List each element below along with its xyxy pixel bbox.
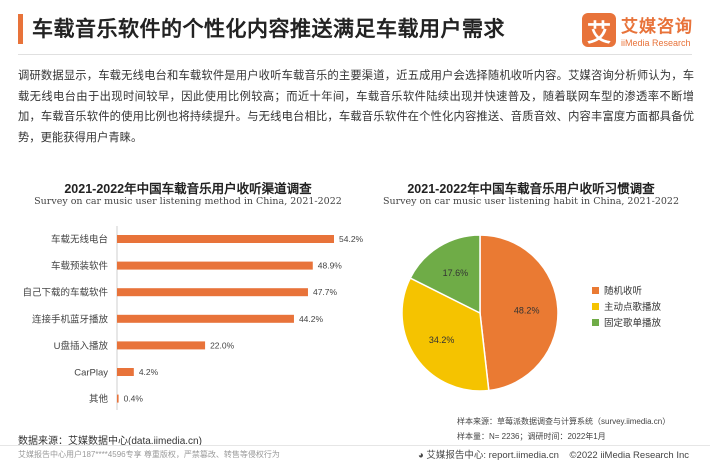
bar-value-label: 44.2% — [299, 314, 324, 324]
legend-swatch — [592, 319, 599, 326]
bar — [117, 341, 206, 350]
pie-slice — [479, 234, 559, 392]
pie-slice — [409, 234, 481, 315]
bar-value-label: 22.0% — [210, 340, 235, 350]
iimedia-logo: 艾 艾媒咨询 iiMedia Research — [582, 12, 693, 48]
logo-mark-icon: 艾 — [582, 13, 616, 47]
footer-divider — [0, 445, 710, 446]
bar-category-label: 车载预装软件 — [51, 260, 109, 272]
bar — [117, 368, 134, 376]
bar-value-label: 4.2% — [139, 367, 159, 377]
logo-name-cn: 艾媒咨询 — [621, 17, 693, 36]
bar — [117, 314, 294, 323]
copyright: ©2022 iiMedia Research Inc — [569, 450, 690, 461]
data-source: 数据来源：艾媒数据中心(data.iimedia.cn) — [18, 436, 202, 447]
bar-chart-subtitle: Survey on car music user listening metho… — [34, 196, 342, 207]
bar-value-label: 54.2% — [339, 234, 364, 244]
footer-right: ◕ 艾媒报告中心: report.iimedia.cn ©2022 iiMedi… — [418, 447, 689, 461]
pie-chart-subtitle: Survey on car music user listening habit… — [383, 196, 679, 207]
bar — [117, 288, 308, 297]
bar-value-label: 47.7% — [313, 287, 338, 297]
bar — [117, 261, 313, 270]
sample-source: 样本来源：草莓派数据调查与计算系统（survey.iimedia.cn） — [457, 417, 671, 426]
bar-category-label: 其他 — [89, 393, 109, 405]
pie-value-label: 34.2% — [429, 335, 455, 345]
legend-label: 随机收听 — [604, 285, 643, 297]
bar-category-label: 自己下载的车载软件 — [22, 287, 108, 299]
bar-category-label: CarPlay — [74, 368, 108, 379]
bar-category-label: 连接手机蓝牙播放 — [32, 313, 109, 325]
bar-category-label: 车载无线电台 — [51, 234, 108, 246]
legend-label: 主动点歌播放 — [604, 301, 662, 313]
sample-info: 样本量：N= 2236；调研时间：2022年1月 — [457, 432, 606, 441]
legend-swatch — [592, 303, 599, 310]
bar — [117, 235, 334, 243]
bar — [117, 394, 119, 403]
watermark-text: 艾媒报告中心用户187****4596专享 尊重版权，严禁篡改、转售等侵权行为 — [18, 450, 280, 459]
report-center-link[interactable]: 艾媒报告中心: report.iimedia.cn — [426, 450, 559, 461]
bar-value-label: 48.9% — [318, 261, 343, 271]
legend-label: 固定歌单播放 — [604, 317, 662, 329]
title-accent-bar — [18, 14, 23, 44]
legend-swatch — [592, 287, 599, 294]
pie-value-label: 17.6% — [443, 268, 469, 278]
pie-value-label: 48.2% — [514, 305, 540, 315]
bar-value-label: 0.4% — [124, 394, 144, 404]
pie-slice — [401, 277, 490, 392]
pie-chart-title: 2021-2022年中国车载音乐用户收听习惯调查 — [407, 182, 655, 196]
page-title: 车载音乐软件的个性化内容推送满足车载用户需求 — [32, 18, 505, 41]
bar-chart-title: 2021-2022年中国车载音乐用户收听渠道调查 — [64, 182, 312, 196]
bar-category-label: U盘插入播放 — [54, 340, 109, 352]
header-divider — [18, 54, 692, 55]
logo-name-en: iiMedia Research — [621, 38, 691, 48]
intro-paragraph: 调研数据显示，车载无线电台和车载软件是用户收听车载音乐的主要渠道，近五成用户会选… — [18, 70, 694, 144]
report-center-icon: ◕ — [418, 450, 427, 461]
logo-text: 艾媒咨询 iiMedia Research — [621, 12, 693, 48]
